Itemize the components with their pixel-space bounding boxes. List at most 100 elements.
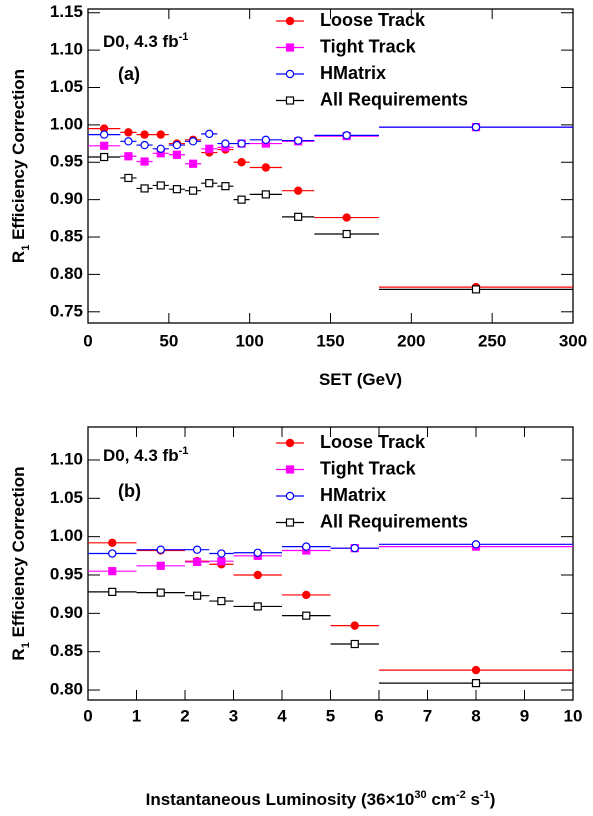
marker (205, 179, 214, 188)
x-tick-label: 3 (229, 706, 238, 725)
x-tick-label: 6 (374, 706, 383, 725)
marker (350, 543, 359, 553)
legend-label: HMatrix (320, 63, 386, 83)
x-axis-label-part: Instantaneous Luminosity (36×10 (146, 790, 415, 809)
legend-marker (285, 465, 295, 474)
marker (156, 588, 165, 597)
marker (156, 545, 165, 554)
x-axis-label-part: -2 (456, 789, 466, 801)
marker (261, 190, 270, 199)
panel-label: (a) (118, 64, 140, 84)
x-tick-label: 1 (132, 706, 141, 725)
x-axis-label-part: 30 (414, 789, 426, 801)
marker (221, 182, 230, 191)
marker (253, 570, 262, 580)
legend-label: All Requirements (320, 511, 468, 531)
x-tick-label: 4 (277, 706, 287, 725)
x-tick-label: 200 (397, 331, 425, 350)
legend-marker (285, 518, 295, 527)
marker (293, 186, 303, 195)
marker (261, 163, 271, 172)
marker (124, 152, 133, 161)
y-tick-label: 0.95 (50, 152, 83, 171)
x-axis-label-part: s (466, 790, 480, 809)
y-tick-label: 1.00 (50, 526, 83, 545)
x-tick-label: 150 (316, 331, 344, 350)
y-tick-label: 1.15 (50, 2, 83, 21)
x-tick-label: 0 (83, 706, 92, 725)
marker (140, 184, 149, 193)
marker (193, 591, 202, 600)
y-tick-label: 1.05 (50, 77, 83, 96)
legend-label: HMatrix (320, 485, 386, 505)
marker (156, 130, 165, 139)
y-tick-label: 0.85 (50, 227, 83, 246)
x-axis-label-part: -1 (480, 789, 490, 801)
legend-marker (285, 43, 295, 52)
marker (293, 136, 303, 145)
marker (471, 540, 481, 549)
marker (471, 665, 481, 675)
x-tick-label: 2 (180, 706, 189, 725)
y-tick-label: 0.90 (50, 189, 83, 208)
y-tick-label: 0.80 (50, 264, 83, 283)
marker (188, 159, 198, 168)
legend-marker (285, 491, 295, 501)
marker (192, 545, 202, 554)
marker (302, 590, 311, 600)
x-axis-label: SET (GeV) (319, 370, 402, 389)
annotation: D0, 4.3 fb-1 (103, 31, 188, 52)
y-axis-label-part: 1 (20, 245, 32, 251)
y-axis-label-part: Efficiency Correction (9, 466, 28, 642)
legend-label: Loose Track (320, 10, 426, 30)
y-tick-label: 1.00 (50, 114, 83, 133)
y-axis-label: R1 Efficiency Correction (9, 466, 31, 660)
marker (253, 548, 262, 557)
x-axis-label-part: cm (427, 790, 456, 809)
annotation: D0, 4.3 fb-1 (103, 445, 188, 466)
legend-label: Tight Track (320, 36, 417, 56)
y-tick-label: 1.05 (50, 488, 83, 507)
x-axis-label: Instantaneous Luminosity (36×1030 cm-2 s… (146, 789, 496, 810)
marker (108, 587, 117, 596)
annotation-part: -1 (179, 445, 189, 457)
x-axis-label-part: ) (490, 790, 496, 809)
marker (140, 140, 149, 150)
y-tick-label: 1.10 (50, 40, 83, 59)
marker (471, 679, 481, 688)
marker (193, 557, 202, 567)
marker (99, 130, 109, 139)
y-axis-label-part: 1 (20, 642, 32, 648)
marker (188, 137, 198, 146)
marker (237, 158, 246, 167)
marker (124, 137, 133, 146)
legend-label: Tight Track (320, 458, 417, 478)
y-axis-label: R1 Efficiency Correction (9, 69, 31, 263)
marker (100, 141, 109, 150)
x-tick-label: 300 (559, 331, 587, 350)
legend-marker (285, 96, 295, 105)
x-tick-label: 7 (423, 706, 432, 725)
x-tick-label: 8 (471, 706, 480, 725)
marker (100, 152, 109, 162)
marker (140, 157, 149, 166)
marker (188, 186, 198, 195)
marker (172, 185, 182, 194)
marker (217, 549, 226, 558)
marker (302, 611, 311, 620)
marker (108, 549, 117, 558)
marker (156, 144, 165, 154)
x-tick-label: 100 (235, 331, 263, 350)
x-axis-label-part: SET (GeV) (319, 370, 402, 389)
marker (108, 567, 117, 576)
marker (140, 130, 149, 139)
legend-marker (285, 69, 295, 79)
x-tick-label: 10 (564, 706, 583, 725)
x-tick-label: 5 (326, 706, 335, 725)
marker (237, 139, 246, 148)
marker (342, 131, 351, 140)
annotation-part: D0, 4.3 fb (103, 446, 179, 465)
marker (172, 150, 182, 159)
y-tick-label: 0.95 (50, 564, 83, 583)
